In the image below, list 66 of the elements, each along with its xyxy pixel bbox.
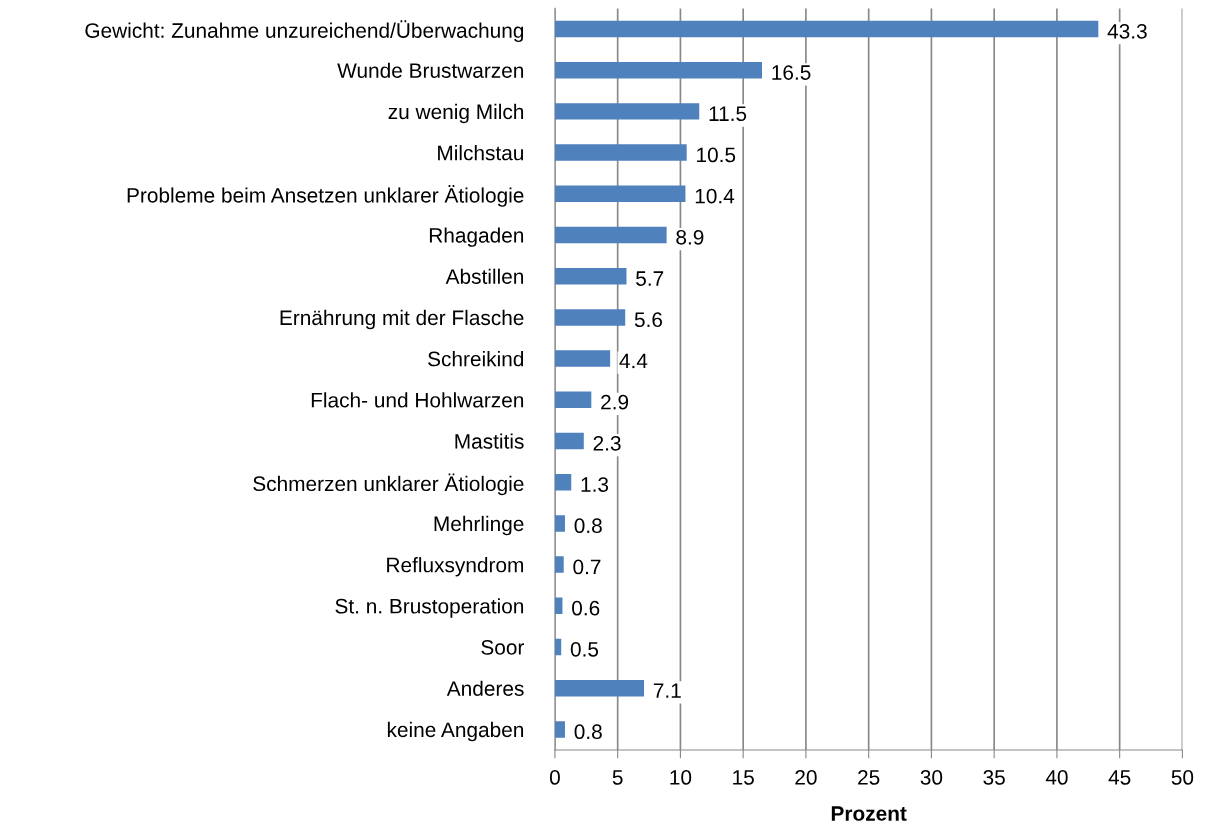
y-tick-label: Gewicht: Zunahme unzureichend/Überwachung (85, 20, 524, 43)
data-label: 0.5 (570, 641, 599, 657)
data-label: 0.8 (574, 518, 602, 534)
x-tick-label: 10 (670, 770, 692, 785)
data-label: 5.7 (636, 271, 664, 286)
bar (554, 144, 687, 161)
bar (554, 267, 627, 285)
y-tick-label: keine Angaben (387, 721, 524, 742)
x-tick-label: 30 (920, 770, 943, 785)
x-tick-label: 45 (1108, 770, 1131, 785)
data-label: 43.3 (1107, 23, 1147, 39)
data-label: 8.9 (676, 229, 704, 245)
bar (554, 20, 1099, 38)
y-tick-label: St. n. Brustoperation (335, 598, 524, 618)
y-tick-label: Schreikind (428, 351, 524, 367)
x-tick-label: 25 (858, 770, 880, 785)
y-tick-label: Soor (481, 640, 525, 655)
y-tick-label: Ernährung mit der Flasche (280, 309, 524, 330)
x-tick-label: 50 (1171, 770, 1194, 785)
y-tick-label: Wunde Brustwarzen (337, 62, 524, 78)
y-tick-label: Rhagaden (429, 227, 524, 247)
y-tick-label: Schmerzen unklarer Ätiologie (253, 473, 524, 496)
bar (554, 556, 564, 573)
y-tick-label: Refluxsyndrom (387, 557, 524, 577)
x-axis-title: Prozent (831, 806, 907, 821)
y-tick-label: Flach- und Hohlwarzen (311, 392, 524, 408)
data-label: 0.6 (572, 600, 600, 616)
data-label: 7.1 (653, 683, 681, 698)
data-label: 0.7 (573, 559, 601, 575)
x-tick-label: 0 (549, 770, 560, 785)
x-tick-label: 5 (612, 770, 623, 785)
data-label: 2.9 (601, 394, 629, 410)
data-label: 2.3 (593, 435, 621, 451)
y-tick-label: Mehrlinge (434, 515, 524, 536)
bar (554, 597, 563, 615)
bar (554, 185, 686, 203)
bar (554, 350, 611, 367)
data-label: 16.5 (772, 65, 811, 80)
bar (554, 515, 565, 532)
data-label: 10.5 (697, 147, 736, 163)
bar (554, 638, 562, 656)
data-label: 5.6 (634, 312, 663, 328)
data-label: 11.5 (709, 106, 747, 122)
data-label: 4.4 (619, 353, 648, 369)
bar (554, 721, 565, 738)
y-tick-label: Anderes (446, 680, 524, 696)
x-tick-label: 40 (1045, 770, 1068, 785)
y-tick-label: Probleme beim Ansetzen unklarer Ätiologie (127, 185, 524, 207)
bar (554, 432, 584, 450)
y-tick-label: zu wenig Milch (388, 103, 524, 124)
bar (554, 61, 762, 79)
y-tick-label: Mastitis (455, 433, 524, 449)
bar (554, 391, 592, 409)
bar (554, 473, 572, 491)
bar (554, 309, 626, 326)
y-tick-label: Abstillen (445, 268, 524, 284)
data-label: 0.8 (574, 724, 602, 740)
x-tick-label: 20 (795, 770, 817, 785)
bar (554, 226, 667, 244)
bar (554, 679, 645, 697)
y-tick-label: Milchstau (438, 145, 523, 161)
data-label: 10.4 (695, 188, 735, 204)
bar (554, 103, 700, 120)
data-label: 1.3 (581, 477, 609, 492)
x-tick-label: 35 (983, 770, 1005, 785)
x-tick-label: 15 (733, 770, 754, 785)
